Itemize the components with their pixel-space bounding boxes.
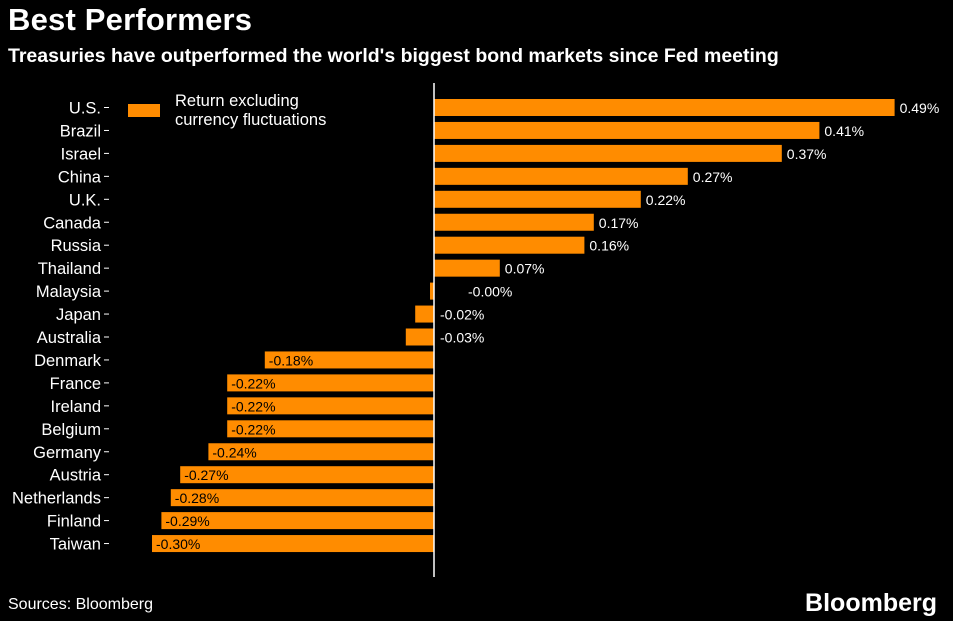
- bar: [434, 167, 688, 185]
- legend: Return excluding currency fluctuations: [128, 92, 355, 130]
- bar: [227, 374, 434, 392]
- bar: [434, 190, 641, 208]
- bar: [180, 466, 434, 484]
- bar: [434, 121, 820, 139]
- value-label: -0.18%: [269, 352, 313, 368]
- bar: [161, 512, 434, 530]
- bar: [434, 144, 782, 162]
- value-label: -0.03%: [440, 330, 484, 346]
- bar: [152, 535, 434, 553]
- category-label: U.K.: [69, 191, 101, 209]
- value-label: 0.37%: [787, 146, 827, 162]
- source-note: Sources: Bloomberg: [8, 596, 153, 613]
- value-label: -0.22%: [231, 375, 275, 391]
- category-label: Netherlands: [12, 490, 101, 508]
- bar: [227, 420, 434, 438]
- value-label: -0.02%: [440, 307, 484, 323]
- value-label: 0.16%: [589, 238, 629, 254]
- bar: [434, 236, 585, 254]
- bar: [434, 99, 895, 116]
- category-label: Germany: [33, 444, 102, 462]
- value-label: 0.22%: [646, 192, 686, 208]
- category-label: France: [50, 375, 101, 393]
- category-label: Austria: [50, 467, 102, 485]
- category-label: Belgium: [41, 421, 101, 439]
- category-label: China: [58, 168, 102, 186]
- value-label: -0.27%: [184, 467, 228, 483]
- category-label: Russia: [51, 237, 102, 255]
- value-label: -0.22%: [231, 398, 275, 414]
- category-label: Finland: [47, 513, 101, 531]
- value-label: 0.17%: [599, 215, 639, 231]
- value-label: 0.49%: [900, 100, 940, 116]
- value-label: -0.29%: [165, 513, 209, 529]
- value-label: -0.30%: [156, 536, 200, 552]
- category-label: Japan: [56, 306, 101, 324]
- bar: [264, 351, 434, 369]
- category-label: Canada: [43, 214, 102, 232]
- category-label: U.S.: [69, 100, 101, 118]
- bar: [430, 282, 434, 300]
- bar: [208, 443, 434, 461]
- bar: [227, 397, 434, 415]
- bar: [405, 328, 434, 346]
- bar: [415, 305, 434, 323]
- value-label: -0.24%: [212, 444, 256, 460]
- bar: [434, 213, 594, 231]
- value-label: -0.28%: [175, 490, 219, 506]
- category-label: Taiwan: [50, 536, 101, 554]
- category-label: Denmark: [34, 352, 102, 370]
- bloomberg-logo: Bloomberg: [805, 589, 937, 617]
- value-label: 0.07%: [505, 261, 545, 277]
- category-label: Australia: [37, 329, 102, 347]
- category-label: Malaysia: [36, 283, 102, 301]
- value-label: -0.00%: [468, 284, 512, 300]
- bar: [170, 489, 435, 507]
- category-label: Brazil: [60, 122, 101, 140]
- chart-subtitle: Treasuries have outperformed the world's…: [8, 45, 779, 67]
- legend-swatch: [128, 104, 160, 117]
- category-label: Israel: [61, 145, 101, 163]
- chart-title: Best Performers: [8, 2, 253, 37]
- category-label: Ireland: [51, 398, 101, 416]
- value-label: -0.22%: [231, 421, 275, 437]
- category-label: Thailand: [38, 260, 101, 278]
- value-label: 0.27%: [693, 169, 733, 185]
- legend-label: Return excluding currency fluctuations: [175, 92, 327, 129]
- bar: [434, 259, 500, 277]
- value-label: 0.41%: [824, 123, 864, 139]
